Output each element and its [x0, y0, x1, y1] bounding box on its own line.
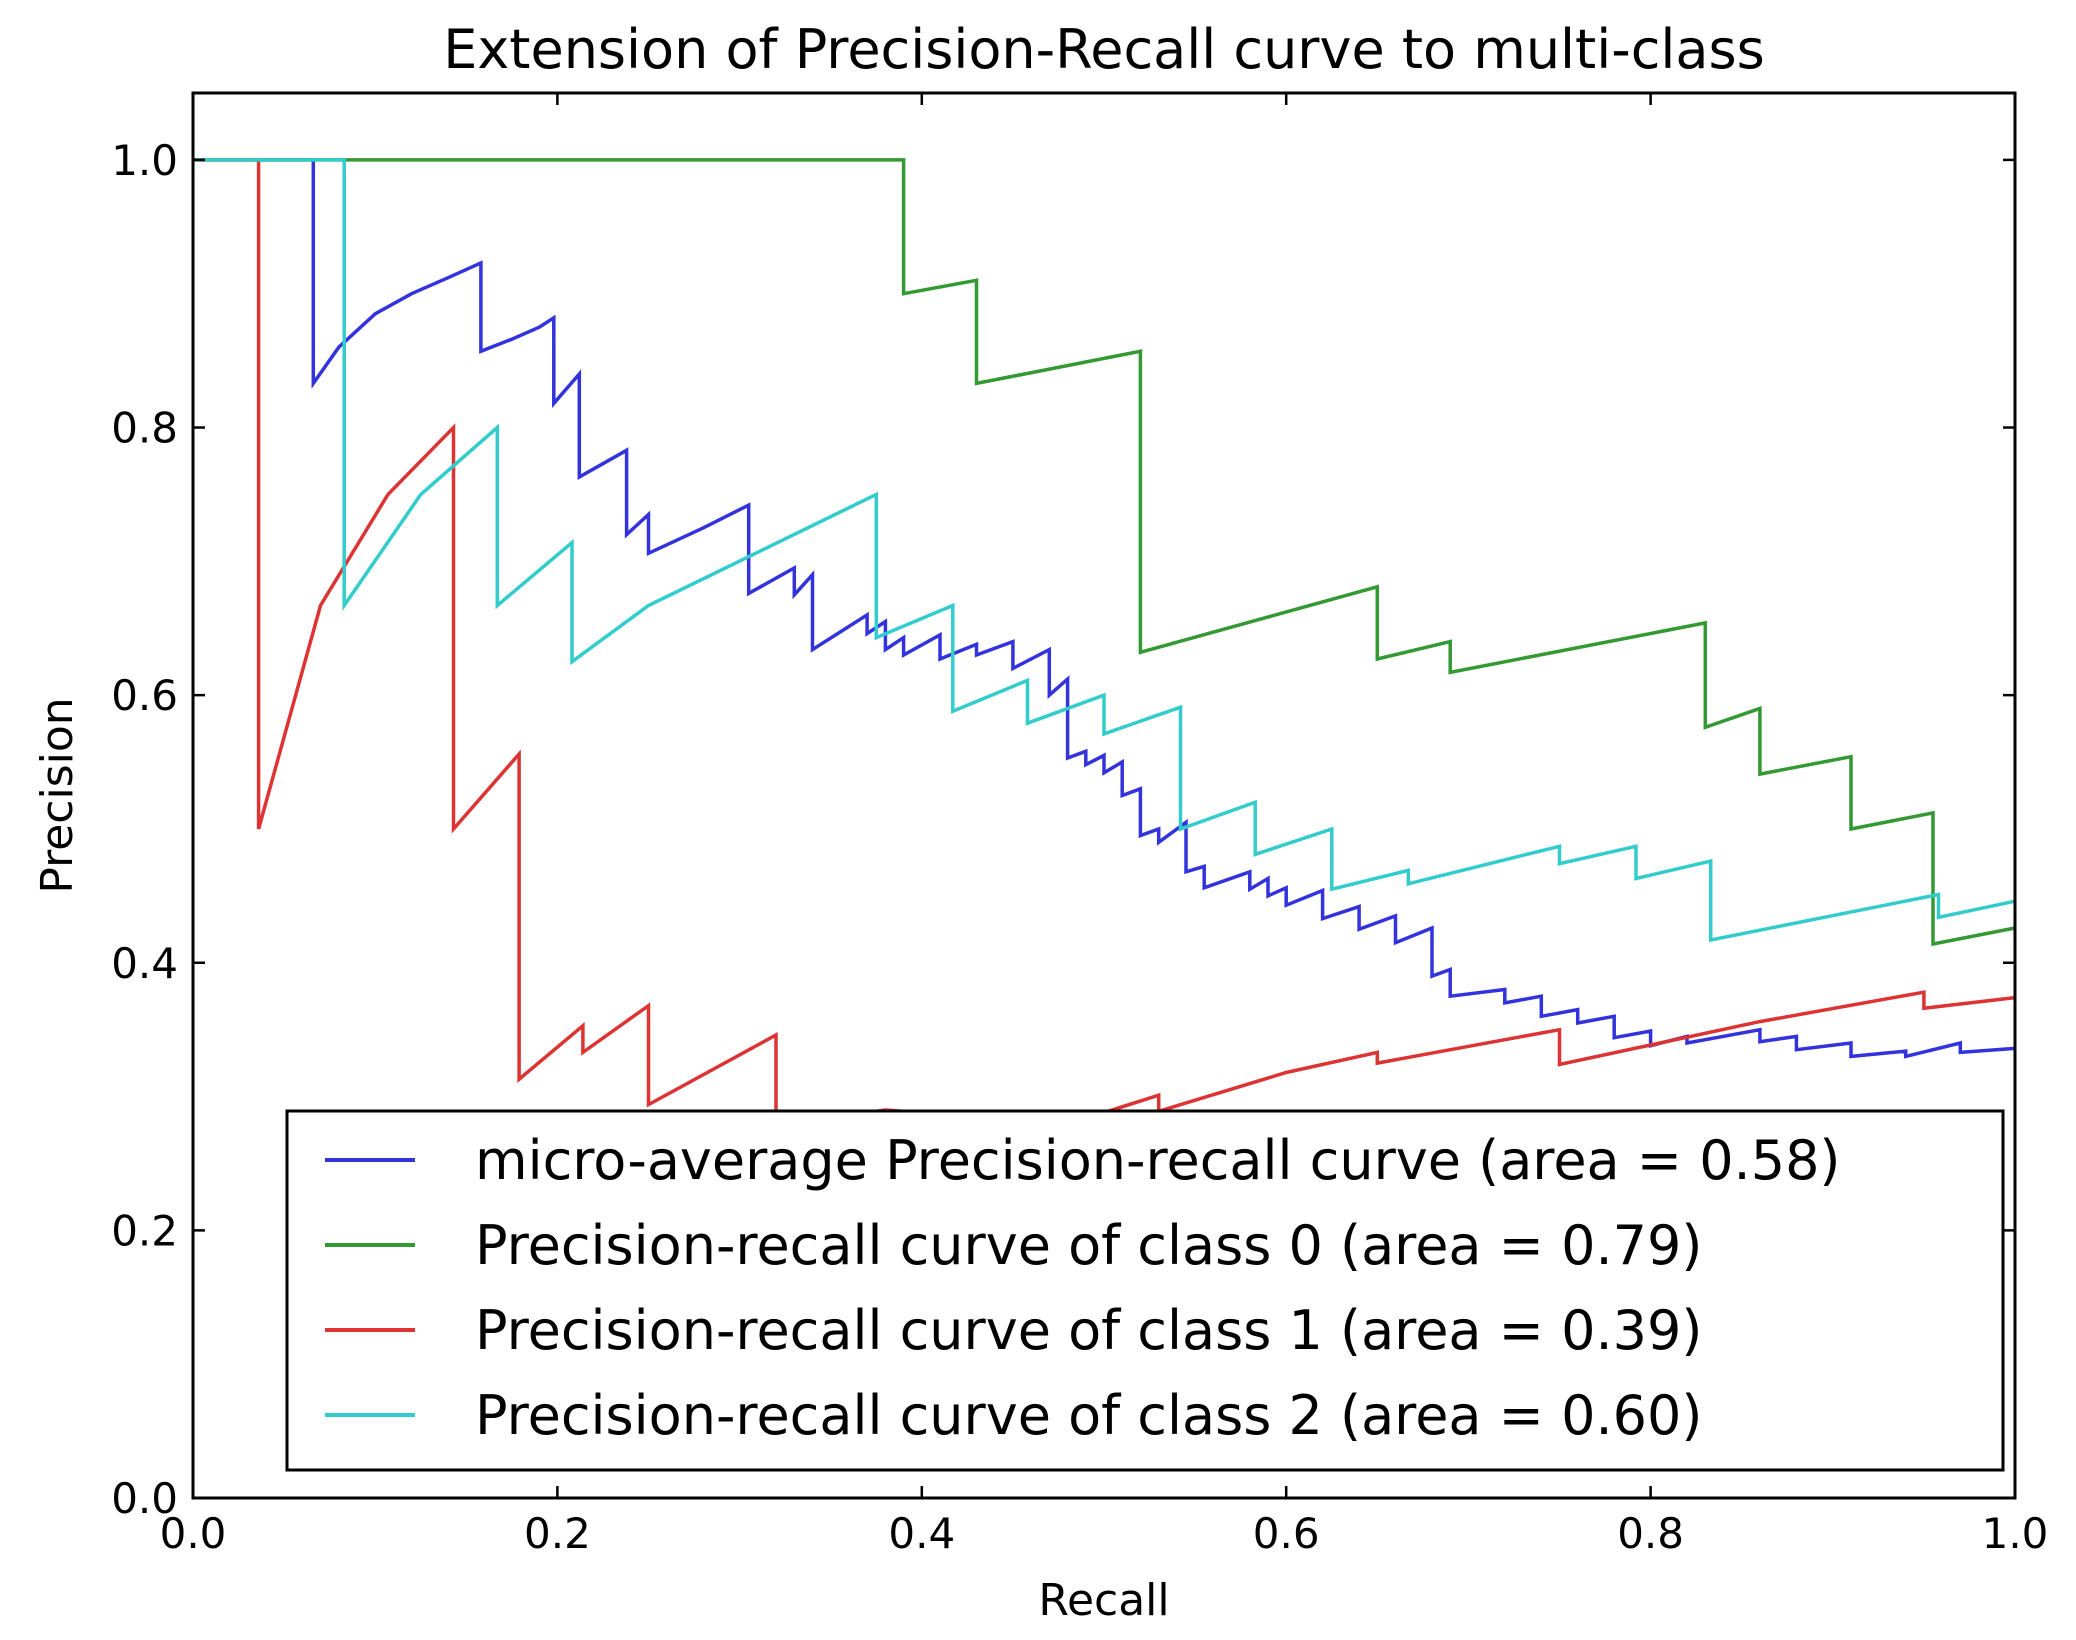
legend-label-1: Precision-recall curve of class 0 (area …	[475, 1214, 1702, 1277]
legend-box	[285, 1109, 2005, 1472]
series-line-1	[193, 158, 2016, 947]
y-tick-label-5: 1.0	[111, 136, 178, 185]
plot-frame	[191, 91, 2017, 1500]
legend-label-3: Precision-recall curve of class 2 (area …	[475, 1384, 1702, 1447]
x-axis-label: Recall	[1038, 1575, 1169, 1626]
series-line-0	[193, 158, 2016, 1059]
legend: micro-average Precision-recall curve (ar…	[285, 1109, 2005, 1472]
plot-area: 0.0 0.2 0.4 0.6 0.8 1.0 0.0 0.2 0.4 0.6 0.8 1.0	[111, 91, 2048, 1558]
x-tick-label-0: 0.0	[160, 1509, 227, 1558]
x-tick-label-2: 0.4	[888, 1509, 955, 1558]
x-tick-label-5: 1.0	[1982, 1509, 2049, 1558]
x-tick-label-4: 0.8	[1617, 1509, 1684, 1558]
ticks-group: 0.0 0.2 0.4 0.6 0.8 1.0 0.0 0.2 0.4 0.6 0.8 1.0	[111, 93, 2048, 1558]
series-line-2	[193, 158, 2016, 1127]
series-group	[193, 158, 2016, 1127]
legend-label-0: micro-average Precision-recall curve (ar…	[475, 1129, 1841, 1192]
y-tick-label-0: 0.0	[111, 1474, 178, 1523]
legend-label-2: Precision-recall curve of class 1 (area …	[475, 1299, 1702, 1362]
x-tick-label-1: 0.2	[524, 1509, 591, 1558]
chart-title: Extension of Precision-Recall curve to m…	[443, 18, 1765, 81]
y-tick-label-4: 0.8	[111, 404, 178, 453]
x-tick-label-3: 0.6	[1253, 1509, 1320, 1558]
series-line-3	[193, 158, 2016, 943]
y-tick-label-2: 0.4	[111, 939, 178, 988]
y-tick-label-3: 0.6	[111, 671, 178, 720]
y-tick-label-1: 0.2	[111, 1206, 178, 1255]
y-axis-label: Precision	[32, 697, 83, 893]
